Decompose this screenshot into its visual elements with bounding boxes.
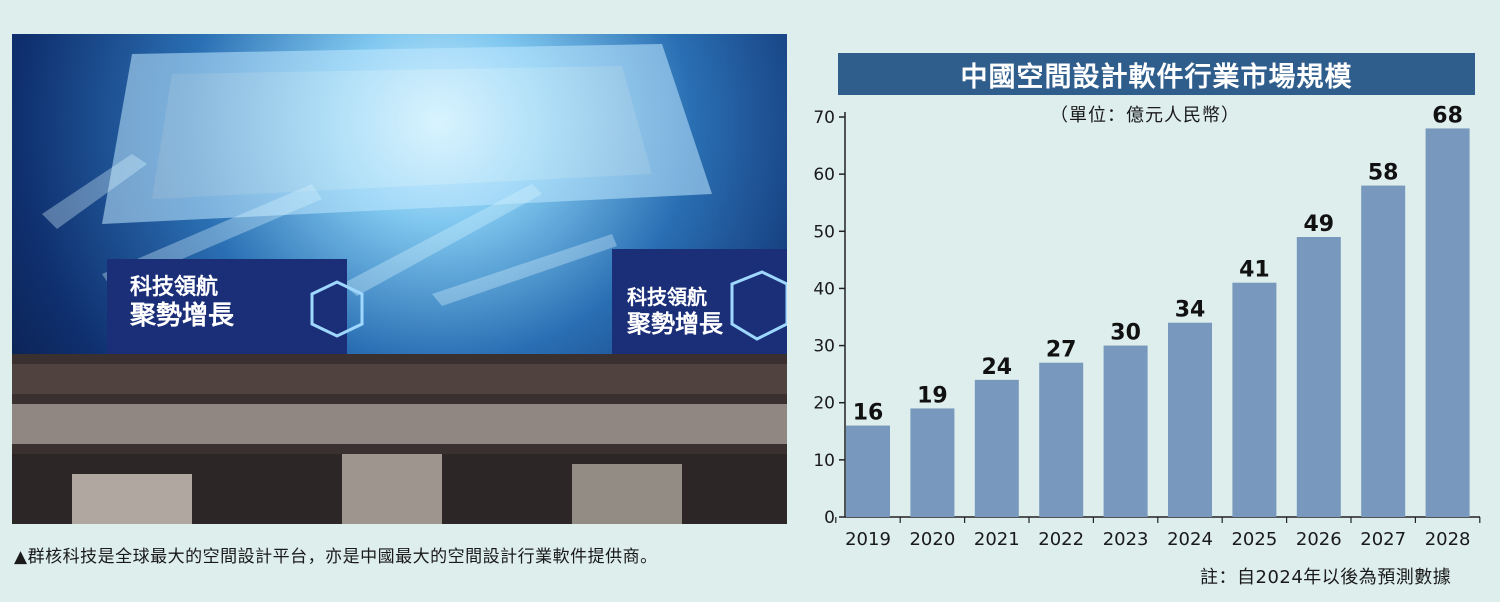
y-tick-label: 0 <box>824 508 835 528</box>
ceiling-lights <box>102 44 712 224</box>
x-tick-label: 2022 <box>1038 529 1084 550</box>
chart-note: 註：自2024年以後為預測數據 <box>1200 567 1452 588</box>
conference-photo: 科技領航 聚勢增長 科技領航 聚勢增長 <box>12 34 787 524</box>
y-tick-label: 70 <box>813 108 835 128</box>
data-label: 49 <box>1303 212 1334 237</box>
bar-2023 <box>1103 345 1148 517</box>
data-label: 58 <box>1368 161 1399 186</box>
x-tick-label: 2026 <box>1296 529 1342 550</box>
x-tick-label: 2025 <box>1231 529 1277 550</box>
screen-text-line1: 科技領航 <box>130 274 218 300</box>
data-label: 41 <box>1239 258 1270 283</box>
data-label: 34 <box>1175 298 1206 323</box>
y-tick-label: 20 <box>813 394 835 414</box>
x-tick-label: 2023 <box>1103 529 1149 550</box>
screen-text-line2-right: 聚勢增長 <box>626 310 724 338</box>
bar-2027 <box>1361 185 1406 518</box>
bar-2024 <box>1168 322 1212 517</box>
x-tick-label: 2024 <box>1167 529 1213 550</box>
stage-screen-right <box>612 249 787 369</box>
bar-2026 <box>1296 237 1341 517</box>
data-label: 30 <box>1110 321 1141 346</box>
x-tick-label: 2028 <box>1425 529 1471 550</box>
y-tick-label: 10 <box>813 451 835 471</box>
audience-rows <box>12 364 787 524</box>
bar-chart: 0 10 20 30 40 50 60 70 2019 16 2020 19 2021 24 2022 27… <box>813 103 1481 550</box>
y-tick-label: 50 <box>813 222 835 242</box>
screen-emblem <box>310 280 364 338</box>
x-tick-label: 2019 <box>845 529 891 550</box>
chart-bars <box>846 128 1470 518</box>
y-tick-label: 60 <box>813 165 835 185</box>
chart-labels: 2019 16 2020 19 2021 24 2022 27 2023 30 2024 34 2025… <box>845 103 1470 550</box>
bar-2019 <box>846 425 890 517</box>
screen-emblem-right <box>730 270 787 341</box>
photo-caption: ▲群核科技是全球最大的空間設計平台，亦是中國最大的空間設計行業軟件提供商。 <box>14 547 658 567</box>
bar-2021 <box>974 379 1019 517</box>
screen-text-line2: 聚勢增長 <box>129 300 235 331</box>
data-label: 16 <box>853 401 884 426</box>
y-tick-label: 40 <box>813 279 835 299</box>
x-tick-label: 2020 <box>909 529 955 550</box>
data-label: 19 <box>917 383 948 408</box>
bar-2028 <box>1425 128 1470 517</box>
bar-2020 <box>910 408 955 517</box>
data-label: 27 <box>1046 338 1077 363</box>
x-tick-label: 2021 <box>974 529 1020 550</box>
chart-unit: （單位：億元人民幣） <box>1050 105 1240 126</box>
bar-2025 <box>1232 282 1277 517</box>
bar-2022 <box>1039 362 1084 517</box>
data-label: 24 <box>981 355 1012 380</box>
y-tick-label: 30 <box>813 337 835 357</box>
x-tick-label: 2027 <box>1360 529 1406 550</box>
chart-title: 中國空間設計軟件行業市場規模 <box>960 61 1353 93</box>
chart-title-bar: 中國空間設計軟件行業市場規模 <box>838 53 1475 95</box>
conference-illustration: 科技領航 聚勢增長 科技領航 聚勢增長 <box>12 44 787 524</box>
data-label: 68 <box>1432 103 1463 128</box>
screen-text-line1-right: 科技領航 <box>627 285 707 309</box>
